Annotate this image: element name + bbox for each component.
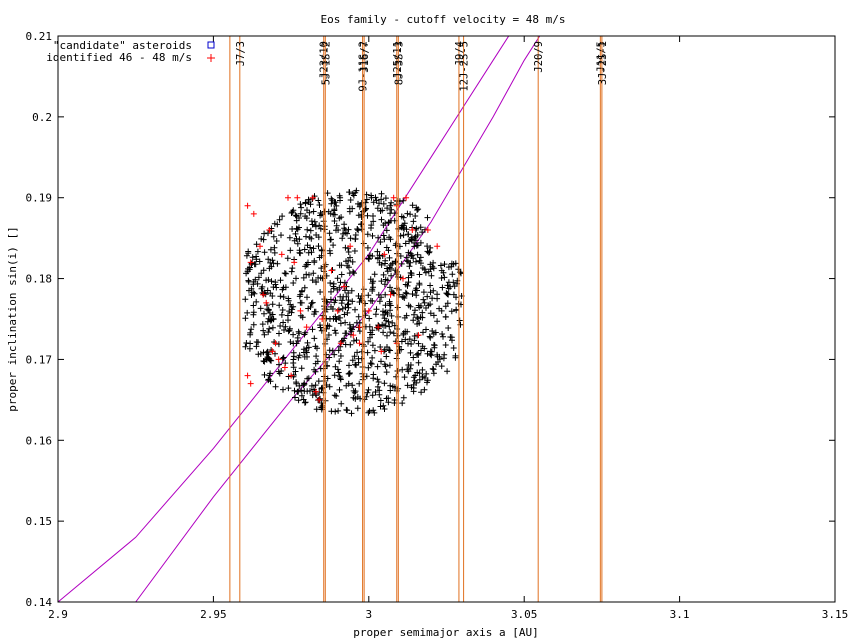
red-point-38: [347, 243, 354, 250]
red-point-35: [297, 307, 304, 314]
red-point-45: [337, 340, 344, 347]
red-point-42: [356, 324, 363, 331]
resonance-label-2: J23/10: [319, 41, 331, 79]
resonance-label-10: J20/9: [533, 41, 545, 73]
red-point-21: [356, 340, 363, 347]
red-point-16: [303, 324, 310, 331]
red-point-34: [328, 267, 335, 274]
y-tick-label-2: 0.16: [26, 434, 53, 447]
red-point-2: [247, 259, 254, 266]
red-point-6: [272, 340, 279, 347]
red-point-31: [434, 243, 441, 250]
red-point-44: [291, 259, 298, 266]
secular-curve-1: [135, 36, 541, 602]
red-point-26: [390, 194, 397, 201]
axis-ticks: 2.9 2.95 3 3.05 3.1 3.15 0.14 0.15 0.16 0.17 0.18 0…: [26, 30, 849, 621]
red-point-19: [340, 283, 347, 290]
red-point-9: [244, 372, 251, 379]
resonance-label-1: J7/3: [235, 41, 247, 66]
x-tick-label-2: 3: [365, 608, 372, 621]
legend-marker-identified: [207, 54, 215, 62]
secular-curve-0: [58, 36, 510, 602]
red-point-7: [269, 348, 276, 355]
red-point-39: [381, 251, 388, 258]
red-point-12: [284, 194, 291, 201]
y-tick-label-5: 0.19: [26, 192, 53, 205]
red-point-4: [266, 227, 273, 234]
black-points: [242, 187, 465, 417]
red-point-23: [375, 324, 382, 331]
red-point-5: [260, 291, 267, 298]
y-tick-label-4: 0.18: [26, 273, 53, 286]
plot-frame: [57, 35, 836, 603]
resonance-label-5: J16/7: [359, 41, 371, 73]
red-point-37: [312, 388, 319, 395]
y-tick-label-3: 0.17: [26, 353, 53, 366]
red-point-18: [334, 307, 341, 314]
red-point-11: [288, 372, 295, 379]
red-point-36: [316, 396, 323, 403]
resonance-label-6: J25/11: [392, 41, 404, 79]
resonance-label-7: 8J-3S-3: [393, 41, 405, 85]
x-tick-label-3: 3.05: [511, 608, 538, 621]
red-point-33: [415, 332, 422, 339]
legend-entry-identified: identified 46 - 48 m/s: [46, 51, 192, 64]
red-point-25: [387, 291, 394, 298]
red-point-28: [403, 194, 410, 201]
red-point-3: [257, 243, 264, 250]
x-tick-label-0: 2.9: [48, 608, 68, 621]
red-point-32: [399, 275, 406, 282]
red-point-14: [309, 194, 316, 201]
red-point-17: [319, 316, 326, 322]
cluster-markers: [242, 187, 465, 417]
resonance-label-12: 3J-2S-1: [597, 41, 609, 85]
resonance-label-3: 5J-1S-2: [320, 41, 332, 85]
red-point-20: [350, 332, 357, 339]
resonance-label-9: 12J-2S-5: [459, 41, 471, 92]
legend-marker-candidate: [207, 41, 215, 49]
red-point-8: [247, 380, 254, 387]
y-axis-label: proper inclination sin(i) []: [6, 226, 19, 411]
x-axis-label: proper semimajor axis a [AU]: [353, 626, 538, 639]
red-point-22: [365, 307, 372, 314]
red-point-13: [294, 194, 301, 201]
y-tick-label-6: 0.2: [32, 111, 52, 124]
red-point-29: [409, 227, 416, 234]
legend-entry-candidate: "candidate" asteroids: [53, 39, 192, 52]
resonance-label-4: 9J-11S-2: [358, 41, 370, 92]
chart-title: Eos family - cutoff velocity = 48 m/s: [320, 13, 565, 26]
red-point-30: [424, 227, 431, 234]
x-tick-label-4: 3.1: [670, 608, 690, 621]
red-point-40: [263, 299, 270, 306]
resonance-label-11: J11/5: [595, 41, 607, 73]
y-tick-label-1: 0.15: [26, 515, 53, 528]
red-point-15: [278, 251, 285, 258]
red-point-1: [250, 210, 257, 217]
red-point-10: [281, 364, 288, 371]
x-tick-label-1: 2.95: [200, 608, 227, 621]
legend: "candidate" asteroids identified 46 - 48…: [46, 39, 215, 64]
red-point-41: [275, 356, 282, 363]
secular-curves: [58, 36, 541, 602]
y-tick-label-0: 0.14: [26, 596, 53, 609]
x-tick-label-5: 3.15: [822, 608, 849, 621]
red-point-0: [244, 202, 251, 209]
y-tick-label-7: 0.21: [26, 30, 53, 43]
resonance-label-8: J9/4: [454, 41, 466, 66]
red-point-24: [378, 348, 385, 355]
